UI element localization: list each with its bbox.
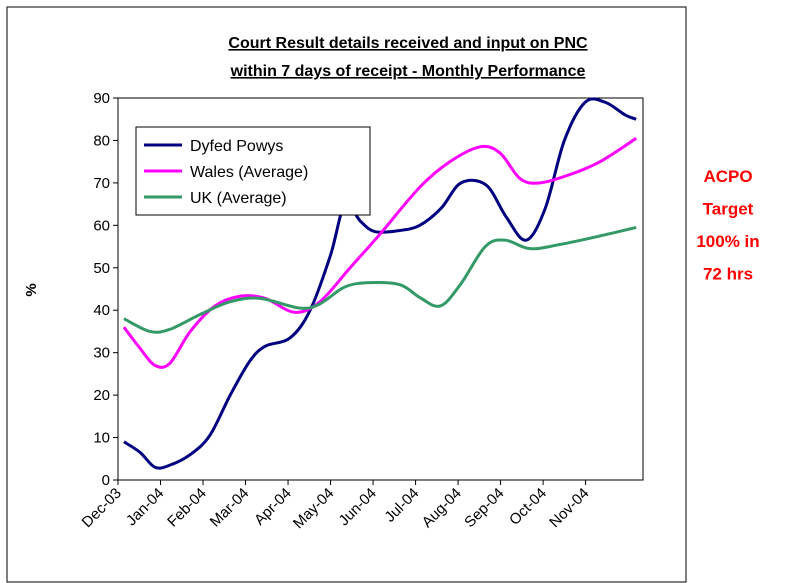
y-tick-label: 60 — [93, 217, 110, 234]
y-tick-label: 50 — [93, 260, 110, 277]
y-tick-label: 70 — [93, 175, 110, 192]
series-line — [123, 97, 637, 470]
series-line — [123, 225, 637, 334]
y-tick-label: 40 — [93, 302, 110, 319]
chart-title: Court Result details received and input … — [228, 35, 588, 52]
annotation: 72 hrs — [703, 265, 753, 284]
y-tick-label: 80 — [93, 132, 110, 149]
chart-title: within 7 days of receipt - Monthly Perfo… — [230, 63, 586, 80]
y-tick-label: 90 — [93, 90, 110, 107]
y-axis-label: % — [23, 283, 40, 296]
legend-label: Dyfed Powys — [190, 138, 283, 155]
y-tick-label: 0 — [102, 472, 110, 489]
y-tick-label: 30 — [93, 345, 110, 362]
annotation: Target — [703, 200, 754, 219]
y-tick-label: 10 — [93, 430, 110, 447]
annotation: ACPO — [703, 167, 752, 186]
legend-label: Wales (Average) — [190, 164, 308, 181]
annotation: 100% in — [696, 232, 759, 251]
series-line — [122, 137, 638, 369]
y-tick-label: 20 — [93, 387, 110, 404]
legend-label: UK (Average) — [190, 190, 287, 207]
